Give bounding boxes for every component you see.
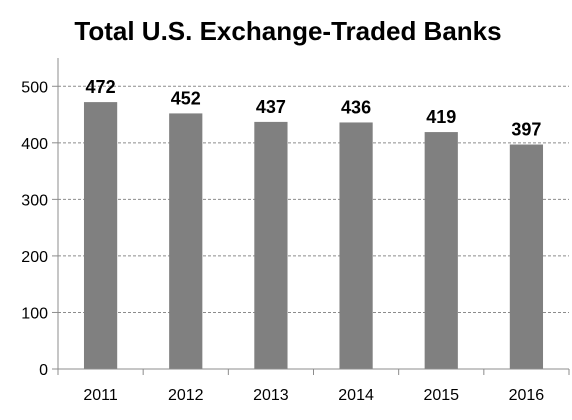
x-tick-label: 2014 — [338, 387, 374, 404]
data-label: 472 — [86, 77, 116, 97]
y-tick-label: 300 — [21, 192, 48, 209]
data-label: 419 — [426, 107, 456, 127]
y-axis: 0 100 200 300 400 500 — [21, 58, 59, 379]
y-tick-label: 400 — [21, 136, 48, 153]
y-tick-label: 500 — [21, 79, 48, 96]
data-label: 437 — [256, 97, 286, 117]
x-axis: 2011 2012 2013 2014 2015 2016 — [57, 368, 570, 404]
data-label: 397 — [511, 120, 541, 140]
x-tick-label: 2013 — [253, 387, 289, 404]
x-tick-label: 2016 — [509, 387, 545, 404]
data-label: 452 — [171, 88, 201, 108]
bar — [339, 122, 373, 369]
data-label: 436 — [341, 97, 371, 117]
bars — [83, 102, 544, 369]
bar — [169, 113, 203, 369]
bar — [424, 132, 458, 369]
y-tick-label: 0 — [39, 362, 48, 379]
x-tick-label: 2011 — [83, 387, 118, 404]
y-tick-label: 100 — [21, 305, 48, 322]
bar — [254, 121, 288, 369]
bar — [83, 102, 118, 369]
data-labels: 472 452 437 436 419 397 — [86, 77, 542, 139]
gridlines — [58, 85, 569, 313]
chart-title: Total U.S. Exchange-Traded Banks — [74, 16, 501, 46]
x-tick-label: 2012 — [168, 387, 204, 404]
y-tick-label: 200 — [21, 249, 48, 266]
bar — [509, 144, 544, 369]
x-tick-label: 2015 — [423, 387, 459, 404]
